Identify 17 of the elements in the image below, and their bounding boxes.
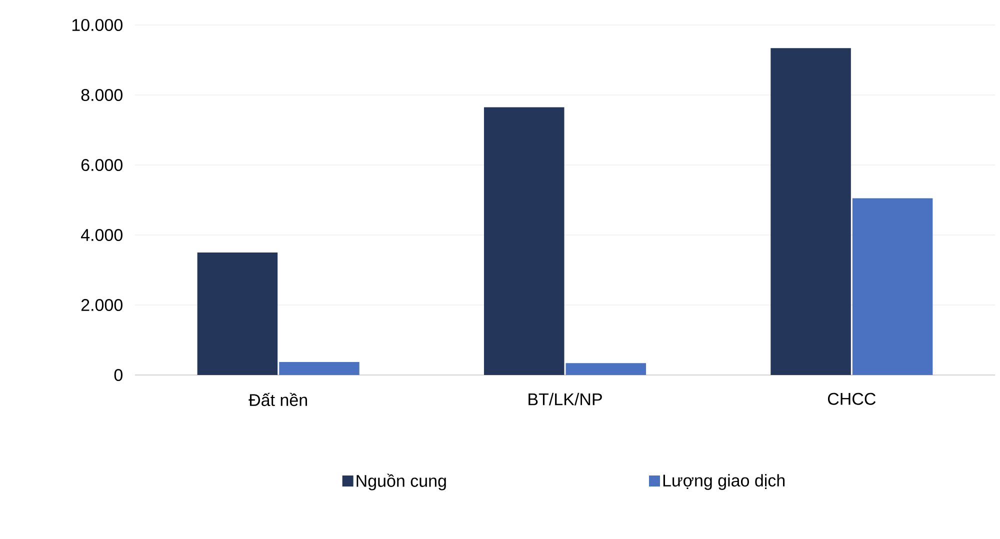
bar — [197, 252, 278, 376]
y-tick-label: 8.000 — [81, 88, 122, 102]
legend-label: Nguồn cung — [356, 474, 446, 490]
bar — [852, 198, 933, 376]
y-tick-label: 0 — [114, 368, 122, 382]
x-tick-label: BT/LK/NP — [528, 392, 602, 406]
y-tick-label: 10.000 — [72, 18, 122, 32]
bar — [484, 107, 564, 376]
y-tick-label: 4.000 — [80, 228, 122, 242]
bar — [770, 48, 851, 376]
y-tick-label: 2.000 — [81, 298, 122, 312]
x-tick-label: Đất nền — [248, 392, 307, 406]
legend-label: Lượng giao dịch — [663, 474, 785, 490]
x-tick-label: CHCC — [828, 392, 876, 405]
y-tick-label: 6.000 — [81, 158, 122, 172]
bar — [279, 362, 360, 376]
bar — [566, 363, 646, 376]
